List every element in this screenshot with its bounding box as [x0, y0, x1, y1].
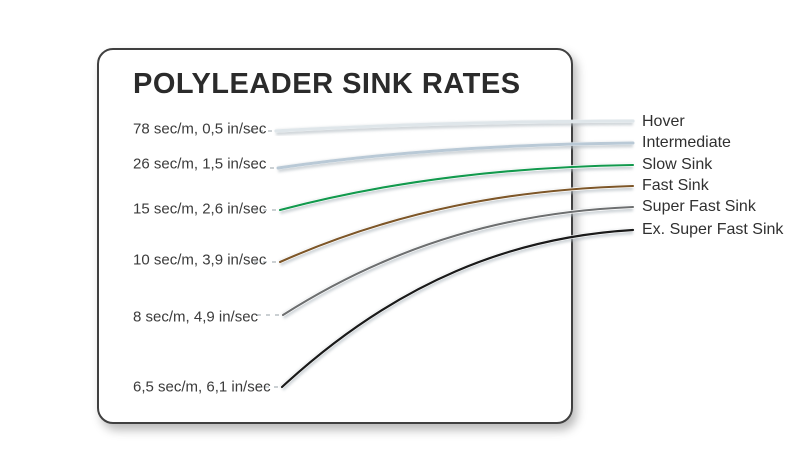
- legend-label: Hover: [642, 113, 685, 130]
- rate-label: 15 sec/m, 2,6 in/sec: [133, 200, 267, 218]
- chart-title: POLYLEADER SINK RATES: [133, 68, 521, 100]
- legend-label: Fast Sink: [642, 177, 709, 194]
- chart-card: [97, 48, 573, 424]
- legend-label: Super Fast Sink: [642, 198, 756, 215]
- rate-label: 78 sec/m, 0,5 in/sec: [133, 120, 267, 138]
- rate-label: 26 sec/m, 1,5 in/sec: [133, 155, 267, 173]
- rate-label: 10 sec/m, 3,9 in/sec: [133, 251, 267, 269]
- rate-label: 6,5 sec/m, 6,1 in/sec: [133, 378, 271, 396]
- rate-label: 8 sec/m, 4,9 in/sec: [133, 308, 259, 326]
- legend-label: Slow Sink: [642, 156, 713, 173]
- legend-label: Intermediate: [642, 134, 731, 151]
- legend-label: Ex. Super Fast Sink: [642, 221, 784, 238]
